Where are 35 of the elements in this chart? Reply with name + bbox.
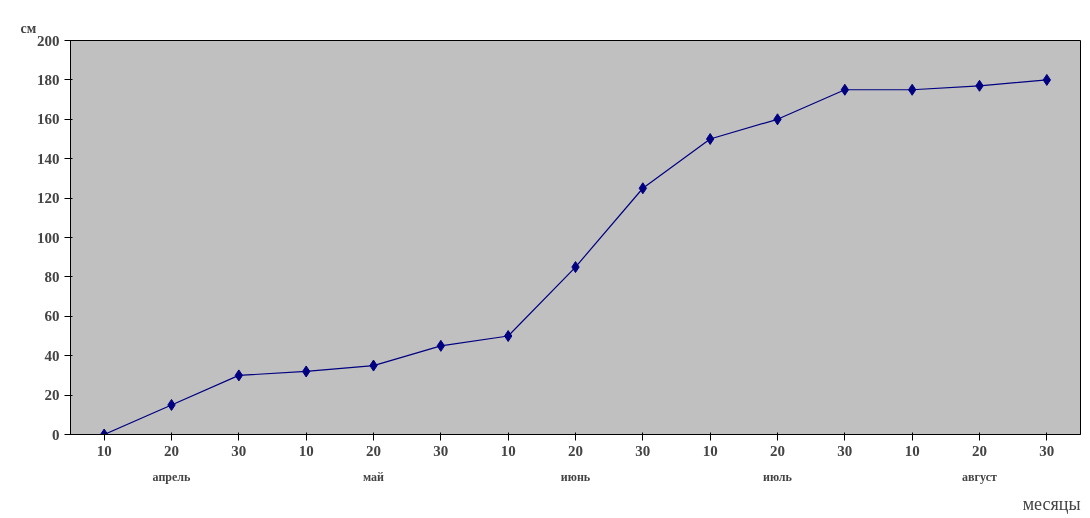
point [706, 133, 715, 145]
text: июнь [560, 469, 591, 484]
x-tick-label: 10 [702, 442, 718, 459]
y-tick-label: 180 [37, 71, 60, 88]
y-tick-label: 80 [44, 268, 60, 285]
y-axis-title: см [20, 20, 37, 36]
y-tick-label: 60 [44, 308, 60, 325]
text: май [363, 469, 385, 484]
x-tick-label: 10 [298, 442, 314, 459]
text: апрель [152, 469, 192, 484]
x-tick-label: 30 [231, 442, 247, 459]
x-tick-label: 30 [1039, 442, 1055, 459]
x-tick-label: 30 [837, 442, 853, 459]
x-tick-label: 10 [904, 442, 920, 459]
x-tick-label: 20 [568, 442, 583, 459]
x-tick-label: 20 [770, 442, 785, 459]
text: июль [763, 469, 793, 484]
x-tick-label: 20 [972, 442, 987, 459]
y-tick-label: 140 [37, 150, 60, 167]
y-tick-label: 20 [44, 387, 60, 404]
y-tick-label: 100 [37, 229, 60, 246]
x-tick-label: 10 [96, 442, 112, 459]
x-axis-title: месяцы [1022, 493, 1081, 514]
point [504, 330, 513, 342]
y-tick-label: 40 [44, 347, 60, 364]
y-tick-label: 120 [37, 190, 60, 207]
x-tick-label: 20 [366, 442, 381, 459]
y-tick-label: 200 [37, 32, 60, 49]
y-tick-label: 160 [37, 111, 60, 128]
text: август [962, 469, 997, 484]
x-tick-label: 30 [635, 442, 651, 459]
x-tick-label: 10 [500, 442, 516, 459]
x-tick-label: 20 [164, 442, 179, 459]
y-tick-label: 0 [52, 426, 60, 443]
x-tick-label: 30 [433, 442, 449, 459]
